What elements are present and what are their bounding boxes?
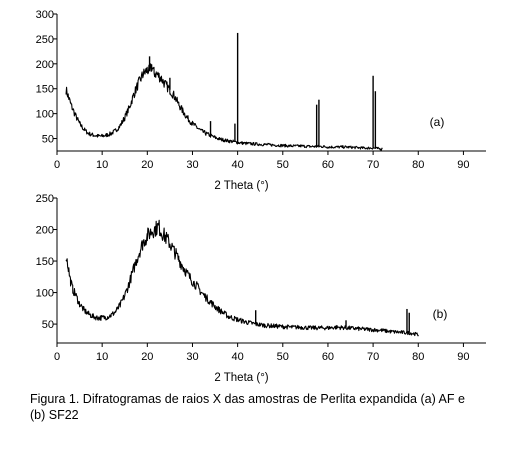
x-tick-label: 40 bbox=[232, 159, 244, 171]
x-tick-label: 20 bbox=[141, 351, 153, 363]
series-label: (b) bbox=[433, 307, 448, 321]
x-tick-label: 80 bbox=[412, 351, 424, 363]
figure-caption: Figura 1. Difratogramas de raios X das a… bbox=[30, 392, 465, 422]
x-tick-label: 80 bbox=[412, 159, 424, 171]
y-tick-label: 250 bbox=[36, 193, 54, 205]
x-tick-label: 10 bbox=[96, 351, 108, 363]
x-tick-label: 0 bbox=[54, 159, 60, 171]
y-tick-label: 150 bbox=[36, 256, 54, 268]
y-tick-label: 200 bbox=[36, 59, 54, 71]
x-axis-label: 2 Theta (°) bbox=[214, 180, 268, 192]
diffraction-trace bbox=[65, 219, 419, 337]
x-tick-label: 30 bbox=[186, 159, 198, 171]
y-tick-label: 200 bbox=[36, 225, 54, 237]
y-tick-label: 100 bbox=[36, 109, 54, 121]
x-tick-label: 50 bbox=[277, 159, 289, 171]
y-tick-label: 150 bbox=[36, 84, 54, 96]
y-tick-label: 50 bbox=[42, 319, 54, 331]
diffraction-trace bbox=[65, 63, 383, 151]
x-axis-label: 2 Theta (°) bbox=[214, 372, 268, 384]
y-tick-label: 250 bbox=[36, 34, 54, 46]
x-tick-label: 0 bbox=[54, 351, 60, 363]
chart-b: 0 10 20 30 40 50 60 70 80 90 50 100 150 200 250 2 Theta… bbox=[36, 193, 486, 384]
x-tick-label: 10 bbox=[96, 159, 108, 171]
x-tick-label: 20 bbox=[141, 159, 153, 171]
x-tick-label: 40 bbox=[232, 351, 244, 363]
x-tick-label: 90 bbox=[457, 351, 469, 363]
x-tick-label: 70 bbox=[367, 159, 379, 171]
chart-a: 0 10 20 30 40 50 60 70 80 90 50 100 150 200 250 300 2 Th… bbox=[36, 9, 486, 192]
x-tick-label: 90 bbox=[457, 159, 469, 171]
x-tick-label: 30 bbox=[186, 351, 198, 363]
series-label: (a) bbox=[430, 115, 445, 129]
x-tick-label: 50 bbox=[277, 351, 289, 363]
x-tick-label: 60 bbox=[322, 159, 334, 171]
y-tick-label: 300 bbox=[36, 9, 54, 21]
x-tick-label: 70 bbox=[367, 351, 379, 363]
x-tick-label: 60 bbox=[322, 351, 334, 363]
y-tick-label: 100 bbox=[36, 288, 54, 300]
y-tick-label: 50 bbox=[42, 134, 54, 146]
